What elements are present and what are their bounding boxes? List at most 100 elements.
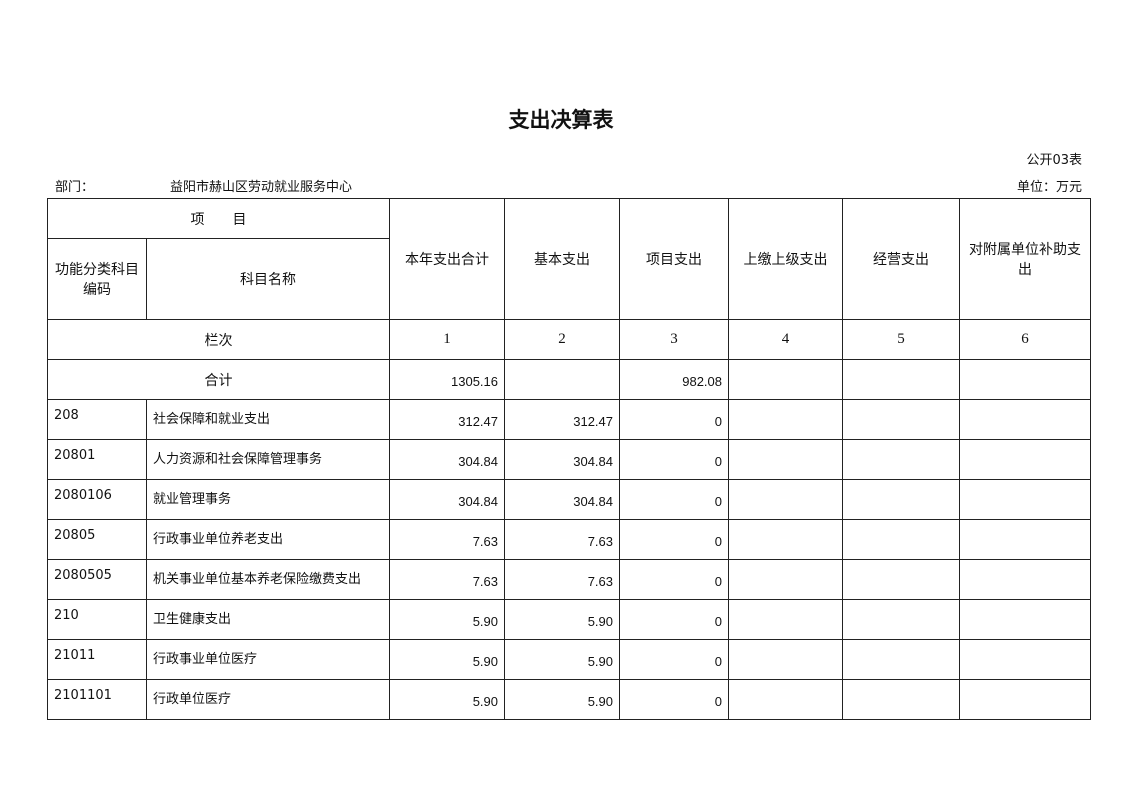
subject-name-cell: 机关事业单位基本养老保险缴费支出 (146, 559, 390, 600)
value-cell (842, 479, 960, 520)
table-row: 2080106 就业管理事务 304.84 304.84 0 (47, 479, 1091, 520)
subject-name-cell: 人力资源和社会保障管理事务 (146, 439, 390, 480)
subject-code-cell: 2080505 (47, 559, 147, 600)
column-index-cell: 4 (728, 319, 843, 360)
subject-name-cell: 行政事业单位养老支出 (146, 519, 390, 560)
value-cell: 5.90 (389, 639, 505, 680)
subject-name-cell: 社会保障和就业支出 (146, 399, 390, 440)
column-index-cell: 6 (959, 319, 1091, 360)
column-index-cell: 2 (504, 319, 620, 360)
value-cell (728, 679, 843, 720)
value-cell (728, 439, 843, 480)
value-cell (728, 479, 843, 520)
column-index-label: 栏次 (47, 319, 390, 360)
total-value-cell: 982.08 (619, 359, 729, 400)
value-cell: 5.90 (504, 599, 620, 640)
value-cell (959, 399, 1091, 440)
value-cell (959, 479, 1091, 520)
value-cell (728, 639, 843, 680)
unit-label: 单位：万元 (1016, 180, 1082, 195)
table-code: 公开03表 (1026, 153, 1082, 168)
page-title: 支出决算表 (508, 108, 614, 132)
value-cell: 7.63 (389, 519, 505, 560)
value-cell: 0 (619, 639, 729, 680)
total-value-cell (728, 359, 843, 400)
header-col-4: 上缴上级支出 (728, 198, 843, 320)
value-cell: 0 (619, 479, 729, 520)
value-cell (959, 559, 1091, 600)
value-cell (842, 639, 960, 680)
value-cell: 304.84 (504, 439, 620, 480)
subject-name-cell: 行政事业单位医疗 (146, 639, 390, 680)
value-cell (842, 599, 960, 640)
value-cell: 0 (619, 679, 729, 720)
total-value-cell: 1305.16 (389, 359, 505, 400)
value-cell (959, 679, 1091, 720)
value-cell (842, 519, 960, 560)
table-row: 2101101 行政单位医疗 5.90 5.90 0 (47, 679, 1091, 720)
value-cell (842, 439, 960, 480)
value-cell: 312.47 (389, 399, 505, 440)
subject-name-cell: 行政单位医疗 (146, 679, 390, 720)
subject-code-cell: 2101101 (47, 679, 147, 720)
value-cell (959, 639, 1091, 680)
subject-name-cell: 卫生健康支出 (146, 599, 390, 640)
value-cell: 5.90 (504, 639, 620, 680)
value-cell (728, 559, 843, 600)
value-cell (728, 399, 843, 440)
value-cell (728, 599, 843, 640)
header-col-6: 对附属单位补助支出 (959, 198, 1091, 320)
value-cell: 312.47 (504, 399, 620, 440)
value-cell (842, 679, 960, 720)
value-cell (728, 519, 843, 560)
header-item: 项 目 (47, 198, 390, 239)
value-cell: 304.84 (389, 479, 505, 520)
value-cell: 0 (619, 559, 729, 600)
value-cell: 304.84 (504, 479, 620, 520)
table-row: 2080505 机关事业单位基本养老保险缴费支出 7.63 7.63 0 (47, 559, 1091, 600)
value-cell (959, 519, 1091, 560)
total-label: 合计 (47, 359, 390, 400)
value-cell: 5.90 (389, 599, 505, 640)
value-cell: 7.63 (389, 559, 505, 600)
value-cell: 0 (619, 439, 729, 480)
value-cell: 304.84 (389, 439, 505, 480)
header-col-1: 本年支出合计 (389, 198, 505, 320)
total-value-cell (504, 359, 620, 400)
department-label: 部门： (55, 180, 95, 195)
table-row: 20801 人力资源和社会保障管理事务 304.84 304.84 0 (47, 439, 1091, 480)
table-row: 20805 行政事业单位养老支出 7.63 7.63 0 (47, 519, 1091, 560)
expenditure-table: 项 目 本年支出合计 基本支出 项目支出 上缴上级支出 经营支出 对附属单位补助… (47, 198, 1091, 720)
subject-name-cell: 就业管理事务 (146, 479, 390, 520)
value-cell (842, 399, 960, 440)
value-cell: 0 (619, 599, 729, 640)
subject-code-cell: 21011 (47, 639, 147, 680)
subject-code-cell: 20801 (47, 439, 147, 480)
header-subject-name: 科目名称 (146, 238, 390, 320)
value-cell: 7.63 (504, 559, 620, 600)
value-cell (959, 599, 1091, 640)
subject-code-cell: 20805 (47, 519, 147, 560)
header-col-5: 经营支出 (842, 198, 960, 320)
value-cell: 0 (619, 519, 729, 560)
subject-code-cell: 210 (47, 599, 147, 640)
subject-code-cell: 208 (47, 399, 147, 440)
department-name: 益阳市赫山区劳动就业服务中心 (170, 180, 353, 195)
table-row: 208 社会保障和就业支出 312.47 312.47 0 (47, 399, 1091, 440)
total-value-cell (842, 359, 960, 400)
value-cell (959, 439, 1091, 480)
column-index-cell: 5 (842, 319, 960, 360)
table-row: 21011 行政事业单位医疗 5.90 5.90 0 (47, 639, 1091, 680)
column-index-cell: 1 (389, 319, 505, 360)
value-cell: 5.90 (389, 679, 505, 720)
header-func-code: 功能分类科目编码 (47, 238, 147, 320)
value-cell: 0 (619, 399, 729, 440)
total-value-cell (959, 359, 1091, 400)
header-col-3: 项目支出 (619, 198, 729, 320)
header-col-2: 基本支出 (504, 198, 620, 320)
column-index-cell: 3 (619, 319, 729, 360)
value-cell: 7.63 (504, 519, 620, 560)
table-row: 210 卫生健康支出 5.90 5.90 0 (47, 599, 1091, 640)
value-cell: 5.90 (504, 679, 620, 720)
value-cell (842, 559, 960, 600)
